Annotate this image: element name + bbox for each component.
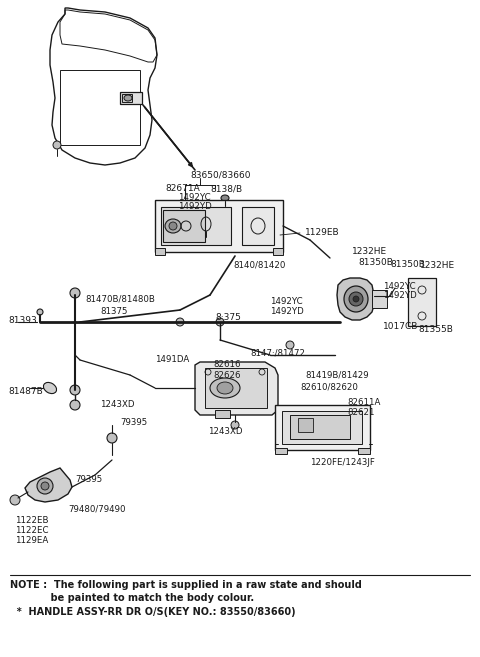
Bar <box>273 248 283 255</box>
Text: 1129EB: 1129EB <box>305 228 340 237</box>
Text: 1492YD: 1492YD <box>270 307 304 316</box>
Bar <box>275 405 370 450</box>
Polygon shape <box>337 278 374 320</box>
Ellipse shape <box>286 341 294 349</box>
Text: 82671A: 82671A <box>165 184 200 193</box>
Ellipse shape <box>353 296 359 302</box>
Text: 81419B/81429: 81419B/81429 <box>305 370 369 379</box>
Ellipse shape <box>37 309 43 315</box>
Polygon shape <box>195 362 278 415</box>
Text: 81470B/81480B: 81470B/81480B <box>85 295 155 304</box>
Bar <box>120 92 142 104</box>
Bar <box>205 368 267 408</box>
Text: 1492YD: 1492YD <box>178 202 212 211</box>
Ellipse shape <box>221 195 229 201</box>
Text: 1232HE: 1232HE <box>420 261 455 270</box>
Polygon shape <box>25 468 72 502</box>
Text: 1492YC: 1492YC <box>178 193 211 202</box>
Bar <box>60 70 140 145</box>
Text: 83650/83660: 83650/83660 <box>190 170 251 179</box>
Text: 1491DA: 1491DA <box>155 355 189 364</box>
Bar <box>275 448 287 454</box>
Ellipse shape <box>70 385 80 395</box>
Ellipse shape <box>217 382 233 394</box>
Text: 8·375: 8·375 <box>215 313 241 322</box>
Text: 1232HE: 1232HE <box>352 247 387 256</box>
Ellipse shape <box>44 382 57 394</box>
Ellipse shape <box>124 95 132 101</box>
Text: 81350B: 81350B <box>390 260 425 269</box>
Ellipse shape <box>53 141 61 149</box>
Bar <box>282 411 362 444</box>
Ellipse shape <box>169 222 177 230</box>
Text: 8138/B: 8138/B <box>210 184 242 193</box>
Text: 82616: 82616 <box>213 360 240 369</box>
Bar <box>372 290 387 308</box>
Ellipse shape <box>344 286 368 312</box>
Ellipse shape <box>210 378 240 398</box>
Ellipse shape <box>231 421 239 429</box>
Bar <box>163 210 205 242</box>
Text: NOTE :  The following part is supplied in a raw state and should: NOTE : The following part is supplied in… <box>10 580 362 590</box>
Text: 79480/79490: 79480/79490 <box>68 505 125 514</box>
Text: be painted to match the body colour.: be painted to match the body colour. <box>10 593 254 603</box>
Text: 8140/81420: 8140/81420 <box>233 260 286 269</box>
Text: 79395: 79395 <box>75 475 102 484</box>
Bar <box>358 448 370 454</box>
Text: 81375: 81375 <box>100 307 128 316</box>
Text: 81393: 81393 <box>8 316 37 325</box>
Text: 82621: 82621 <box>347 408 374 417</box>
Text: 82610/82620: 82610/82620 <box>300 382 358 391</box>
Text: 81350B: 81350B <box>358 258 393 267</box>
Ellipse shape <box>176 318 184 326</box>
Ellipse shape <box>70 288 80 298</box>
Bar <box>408 278 436 326</box>
Ellipse shape <box>349 292 363 306</box>
Text: 1492YC: 1492YC <box>270 297 302 306</box>
Text: 1492YC: 1492YC <box>383 282 416 291</box>
Text: 1492YD: 1492YD <box>383 291 417 300</box>
Bar <box>290 415 350 439</box>
Text: 1220FE/1243JF: 1220FE/1243JF <box>310 458 375 467</box>
Text: 82626: 82626 <box>213 371 240 380</box>
Ellipse shape <box>216 318 224 326</box>
Text: 79395: 79395 <box>120 418 147 427</box>
Text: *  HANDLE ASSY-RR DR O/S(KEY NO.: 83550/83660): * HANDLE ASSY-RR DR O/S(KEY NO.: 83550/8… <box>10 607 296 617</box>
Text: 82611A: 82611A <box>347 398 380 407</box>
Bar <box>298 418 313 432</box>
Text: 1129EA: 1129EA <box>15 536 48 545</box>
Ellipse shape <box>41 482 49 490</box>
Text: 1122EC: 1122EC <box>15 526 48 535</box>
Ellipse shape <box>37 478 53 494</box>
Text: 1122EB: 1122EB <box>15 516 48 525</box>
Ellipse shape <box>165 219 181 233</box>
Text: 1243XD: 1243XD <box>208 427 242 436</box>
Bar <box>242 207 274 245</box>
Bar <box>215 410 230 418</box>
Ellipse shape <box>70 400 80 410</box>
Bar <box>155 248 165 255</box>
Text: 1243XD: 1243XD <box>100 400 134 409</box>
Text: 1017CB: 1017CB <box>383 322 419 331</box>
Text: 81355B: 81355B <box>418 325 453 334</box>
Bar <box>161 207 231 245</box>
Text: 8147·/81472: 8147·/81472 <box>250 348 305 357</box>
Ellipse shape <box>107 433 117 443</box>
Text: 81487B: 81487B <box>8 387 43 396</box>
Bar <box>122 94 132 102</box>
Ellipse shape <box>10 495 20 505</box>
Bar <box>155 200 283 252</box>
